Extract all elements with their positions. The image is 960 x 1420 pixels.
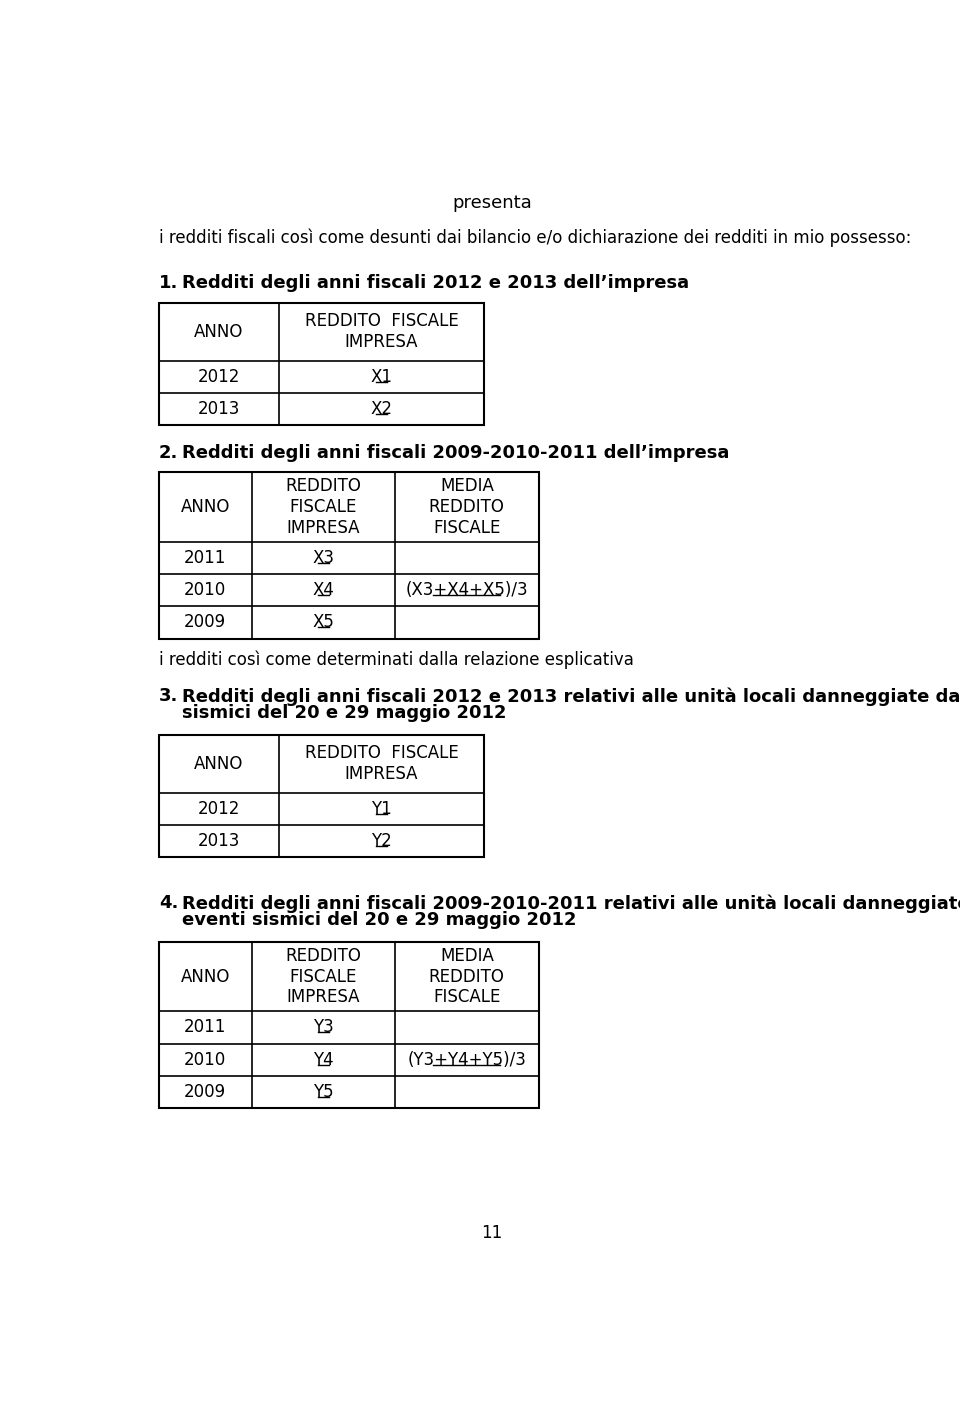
Text: 2013: 2013 xyxy=(198,400,240,417)
Text: 2012: 2012 xyxy=(198,368,240,386)
Bar xyxy=(158,734,484,858)
Text: REDDITO
FISCALE
IMPRESA: REDDITO FISCALE IMPRESA xyxy=(285,477,361,537)
Bar xyxy=(158,473,539,639)
Text: ANNO: ANNO xyxy=(194,322,244,341)
Text: Redditi degli anni fiscali 2012 e 2013 relativi alle unità locali danneggiate da: Redditi degli anni fiscali 2012 e 2013 r… xyxy=(182,687,960,706)
Text: 2012: 2012 xyxy=(198,799,240,818)
Text: X3: X3 xyxy=(312,548,334,567)
Text: Y4: Y4 xyxy=(313,1051,334,1069)
Text: 4.: 4. xyxy=(158,895,179,912)
Text: Y3: Y3 xyxy=(313,1018,334,1037)
Text: 2010: 2010 xyxy=(184,1051,227,1069)
Text: REDDITO  FISCALE
IMPRESA: REDDITO FISCALE IMPRESA xyxy=(304,312,459,351)
Text: 2011: 2011 xyxy=(184,548,227,567)
Text: 3.: 3. xyxy=(158,687,179,706)
Text: 2013: 2013 xyxy=(198,832,240,851)
Text: X4: X4 xyxy=(313,581,334,599)
Text: i redditi così come determinati dalla relazione esplicativa: i redditi così come determinati dalla re… xyxy=(158,650,634,669)
Text: Redditi degli anni fiscali 2012 e 2013 dell’impresa: Redditi degli anni fiscali 2012 e 2013 d… xyxy=(182,274,689,293)
Text: eventi sismici del 20 e 29 maggio 2012: eventi sismici del 20 e 29 maggio 2012 xyxy=(182,912,577,929)
Text: MEDIA
REDDITO
FISCALE: MEDIA REDDITO FISCALE xyxy=(429,947,505,1007)
Text: i redditi fiscali così come desunti dai bilancio e/o dichiarazione dei redditi i: i redditi fiscali così come desunti dai … xyxy=(158,229,911,247)
Bar xyxy=(158,302,484,425)
Text: 11: 11 xyxy=(481,1224,503,1242)
Text: REDDITO  FISCALE
IMPRESA: REDDITO FISCALE IMPRESA xyxy=(304,744,459,782)
Text: Redditi degli anni fiscali 2009-2010-2011 dell’impresa: Redditi degli anni fiscali 2009-2010-201… xyxy=(182,443,730,462)
Text: 2010: 2010 xyxy=(184,581,227,599)
Text: 2009: 2009 xyxy=(184,613,227,632)
Text: MEDIA
REDDITO
FISCALE: MEDIA REDDITO FISCALE xyxy=(429,477,505,537)
Text: ANNO: ANNO xyxy=(180,498,230,515)
Text: Y1: Y1 xyxy=(372,799,392,818)
Text: Y5: Y5 xyxy=(313,1083,334,1100)
Text: Y2: Y2 xyxy=(372,832,392,851)
Text: X5: X5 xyxy=(313,613,334,632)
Text: 2.: 2. xyxy=(158,443,179,462)
Text: REDDITO
FISCALE
IMPRESA: REDDITO FISCALE IMPRESA xyxy=(285,947,361,1007)
Text: sismici del 20 e 29 maggio 2012: sismici del 20 e 29 maggio 2012 xyxy=(182,704,507,721)
Bar xyxy=(158,941,539,1108)
Text: ANNO: ANNO xyxy=(180,967,230,985)
Text: 2011: 2011 xyxy=(184,1018,227,1037)
Text: Redditi degli anni fiscali 2009-2010-2011 relativi alle unità locali danneggiate: Redditi degli anni fiscali 2009-2010-201… xyxy=(182,895,960,913)
Text: (Y3+Y4+Y5)/3: (Y3+Y4+Y5)/3 xyxy=(407,1051,526,1069)
Text: X2: X2 xyxy=(371,400,393,417)
Text: presenta: presenta xyxy=(452,193,532,212)
Text: 1.: 1. xyxy=(158,274,179,293)
Text: (X3+X4+X5)/3: (X3+X4+X5)/3 xyxy=(405,581,528,599)
Text: ANNO: ANNO xyxy=(194,754,244,772)
Text: X1: X1 xyxy=(371,368,393,386)
Text: 2009: 2009 xyxy=(184,1083,227,1100)
